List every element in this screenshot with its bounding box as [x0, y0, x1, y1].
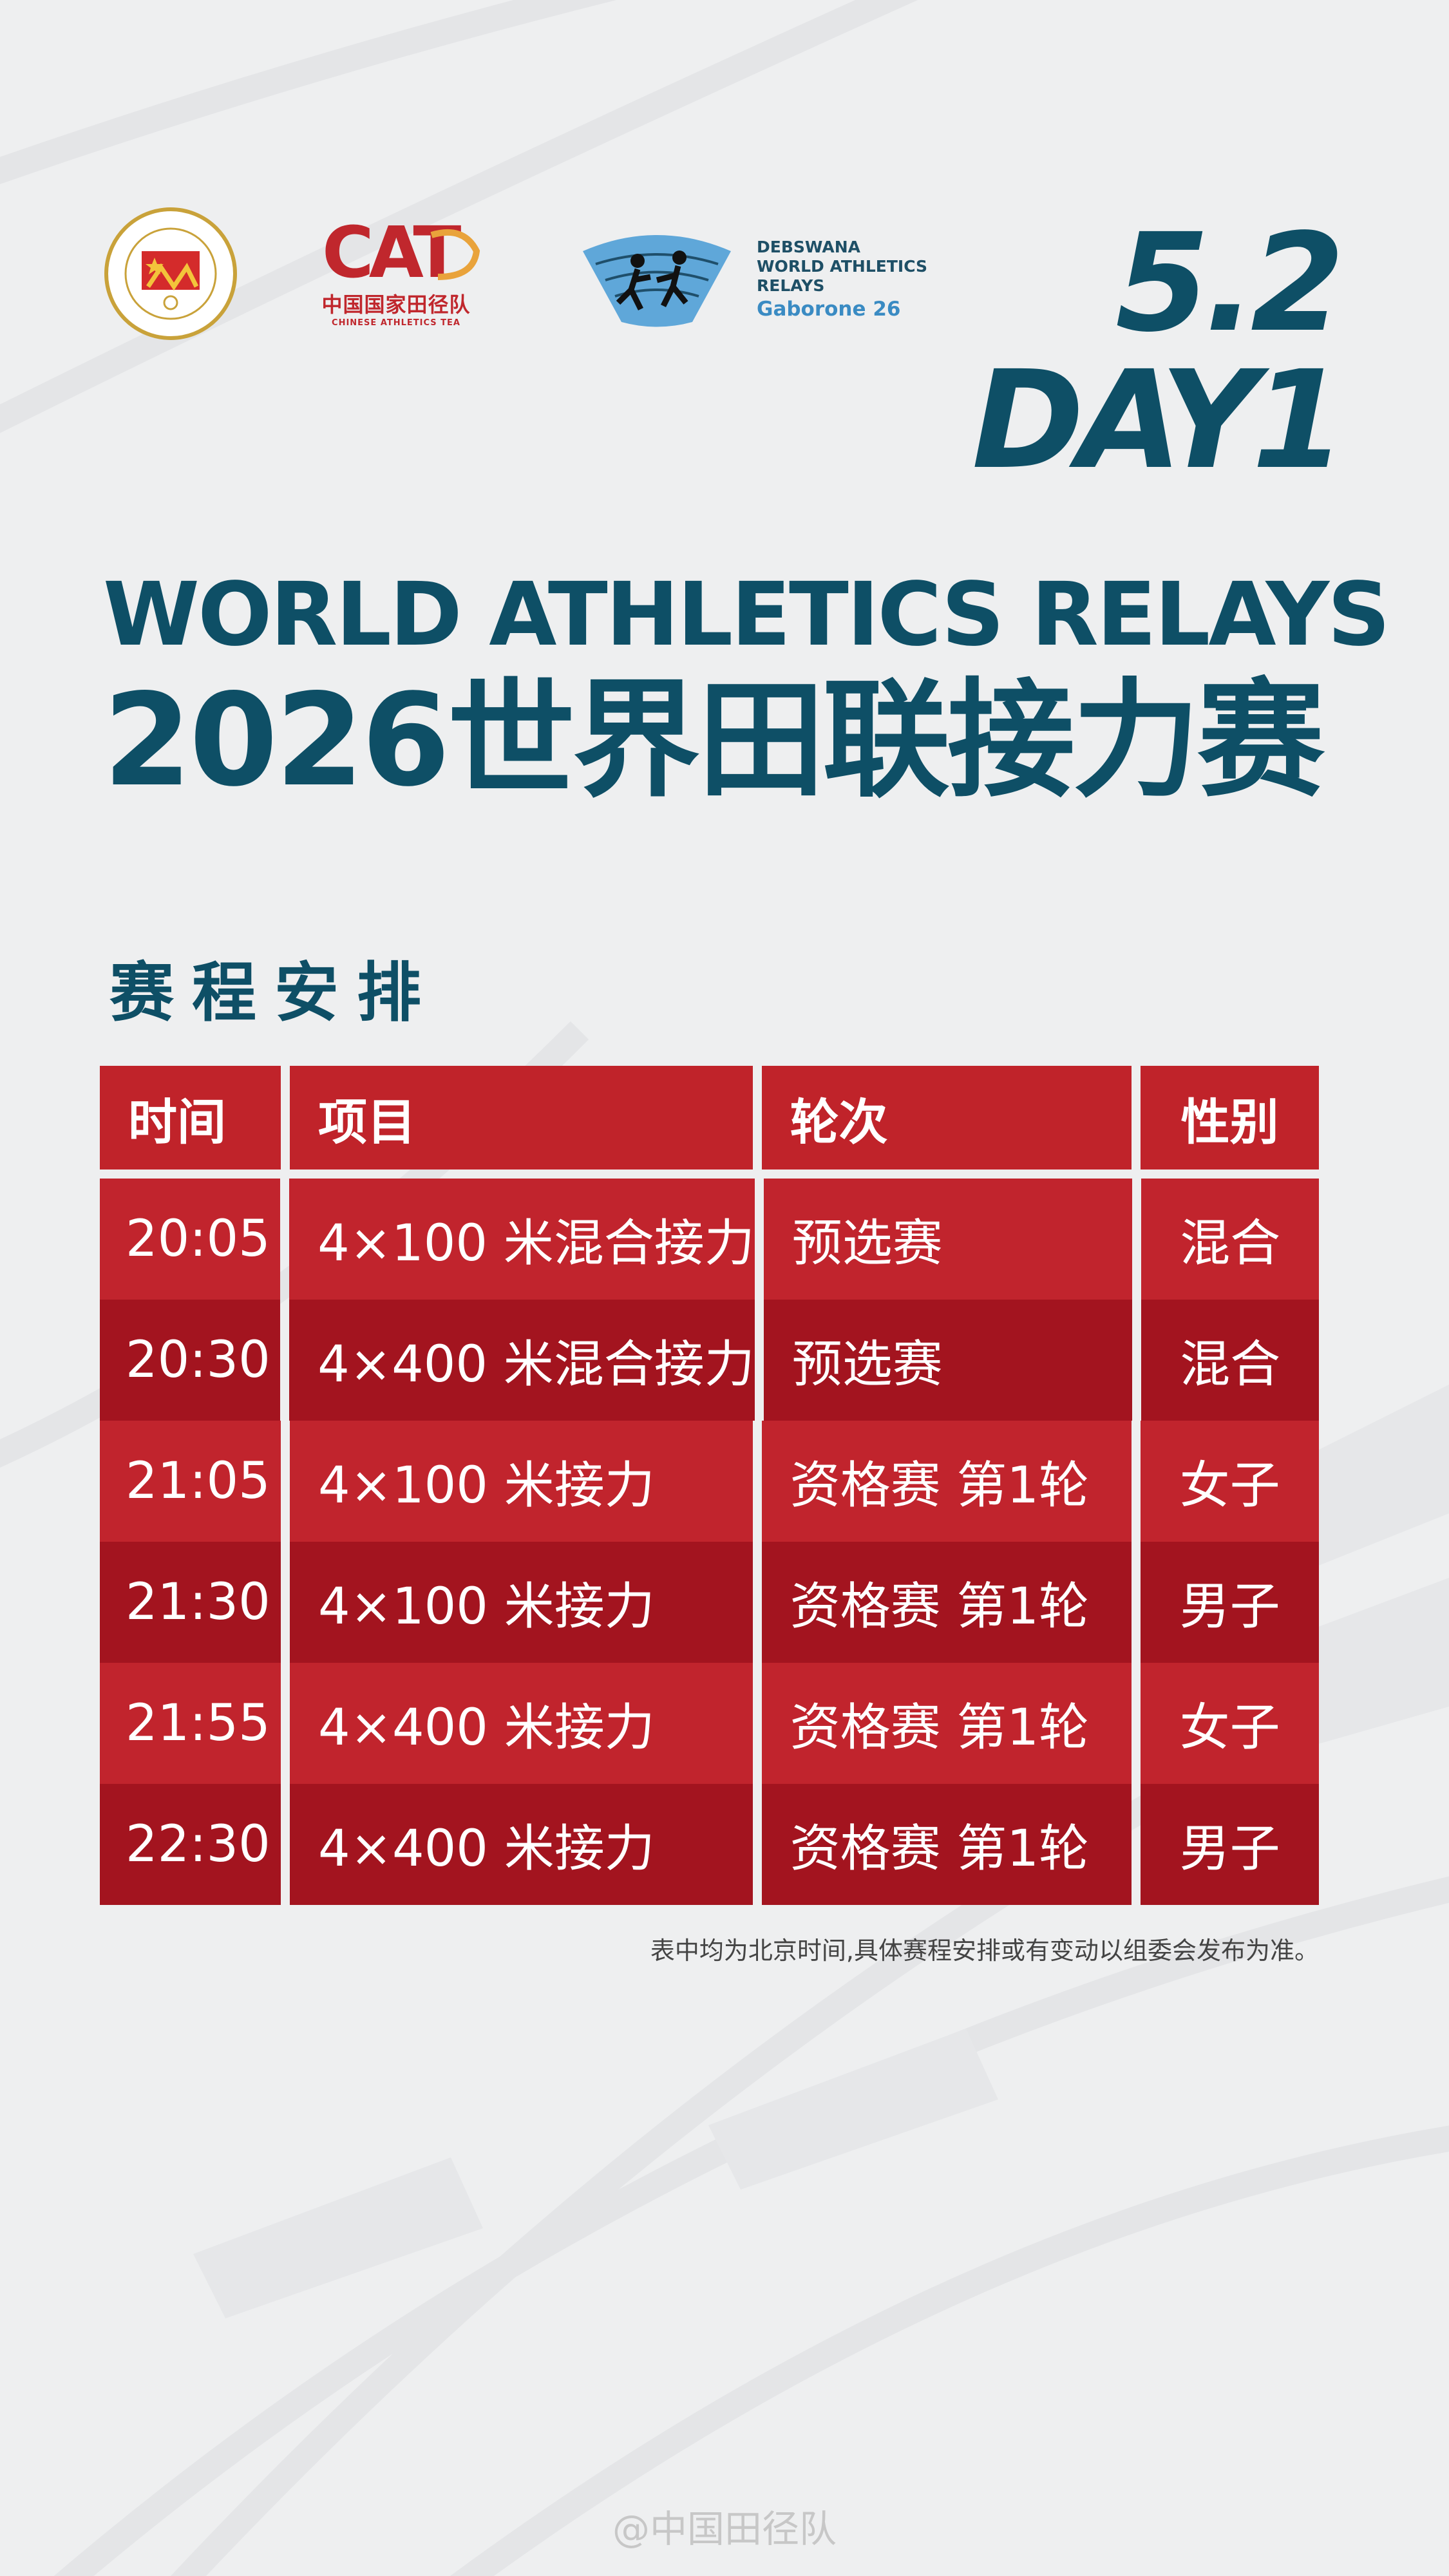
logo-row: CAT 中国国家田径队 CHINESE ATHLETICS TEA DEBSWA…: [103, 206, 940, 361]
title-english: WORLD ATHLETICS RELAYS: [103, 564, 1390, 666]
chinese-athletics-association-logo: [103, 206, 238, 341]
cell-time: 21:55: [100, 1663, 281, 1784]
cell-time: 20:05: [100, 1179, 281, 1300]
table-row: 21:55 4×400 米接力 资格赛 第1轮 女子: [100, 1663, 1319, 1784]
cell-time: 21:05: [100, 1421, 281, 1542]
cell-round: 资格赛 第1轮: [761, 1421, 1132, 1542]
cell-round: 资格赛 第1轮: [761, 1542, 1132, 1663]
cell-event: 4×400 米接力: [290, 1663, 753, 1784]
cell-round: 资格赛 第1轮: [761, 1663, 1132, 1784]
table-row: 22:30 4×400 米接力 资格赛 第1轮 男子: [100, 1784, 1319, 1905]
cell-time: 22:30: [100, 1784, 281, 1905]
world-athletics-relays-logo: DEBSWANA WORLD ATHLETICS RELAYS Gaborone…: [576, 219, 963, 341]
header-round: 轮次: [761, 1066, 1132, 1170]
relays-world-athletics-text: WORLD ATHLETICS: [757, 257, 928, 276]
cell-gender: 女子: [1141, 1663, 1319, 1784]
weibo-watermark: @中国田径队: [612, 2507, 837, 2551]
cat-chinese-name: 中国国家田径队: [321, 292, 471, 317]
relays-sponsor-text: DEBSWANA: [757, 238, 860, 256]
cat-english-name: CHINESE ATHLETICS TEA: [332, 318, 460, 328]
cell-gender: 女子: [1141, 1421, 1319, 1542]
cell-event: 4×400 米接力: [290, 1784, 753, 1905]
schedule-footnote: 表中均为北京时间,具体赛程安排或有变动以组委会发布为准。: [650, 1937, 1319, 1965]
relays-relays-text: RELAYS: [757, 276, 825, 295]
relays-host-city-text: Gaborone 26: [757, 298, 901, 321]
event-date: 5.2 DAY1: [972, 204, 1346, 499]
cell-time: 21:30: [100, 1542, 281, 1663]
table-row: 20:05 4×100 米混合接力 预选赛 混合: [100, 1179, 1319, 1300]
chinese-athletics-team-logo: CAT 中国国家田径队 CHINESE ATHLETICS TEA: [309, 211, 483, 335]
section-title-schedule: 赛程安排: [109, 955, 439, 1030]
cell-event: 4×100 米接力: [290, 1421, 753, 1542]
cell-event: 4×400 米混合接力: [289, 1300, 755, 1421]
cat-mark-icon: CAT: [322, 211, 480, 294]
header-gender: 性别: [1141, 1066, 1319, 1170]
schedule-table: 时间 项目 轮次 性别 20:05 4×100 米混合接力 预选赛 混合 20:…: [100, 1066, 1319, 1905]
cell-event: 4×100 米混合接力: [289, 1179, 755, 1300]
cell-round: 预选赛: [763, 1300, 1133, 1421]
table-row: 21:30 4×100 米接力 资格赛 第1轮 男子: [100, 1542, 1319, 1663]
event-day-label: DAY1: [972, 341, 1346, 499]
cell-gender: 男子: [1141, 1542, 1319, 1663]
title-chinese: 2026世界田联接力赛: [103, 666, 1325, 815]
cell-round: 资格赛 第1轮: [761, 1784, 1132, 1905]
cell-round: 预选赛: [763, 1179, 1133, 1300]
header-event: 项目: [290, 1066, 753, 1170]
cell-time: 20:30: [100, 1300, 281, 1421]
header-time: 时间: [100, 1066, 281, 1170]
event-day-date: 5.2: [1115, 204, 1345, 362]
cell-gender: 混合: [1141, 1300, 1319, 1421]
cell-gender: 男子: [1141, 1784, 1319, 1905]
cell-event: 4×100 米接力: [290, 1542, 753, 1663]
table-header-row: 时间 项目 轮次 性别: [100, 1066, 1319, 1170]
cell-gender: 混合: [1141, 1179, 1319, 1300]
table-row: 20:30 4×400 米混合接力 预选赛 混合: [100, 1300, 1319, 1421]
relay-fan-icon: [583, 235, 731, 327]
caa-emblem-icon: [104, 207, 237, 340]
table-row: 21:05 4×100 米接力 资格赛 第1轮 女子: [100, 1421, 1319, 1542]
